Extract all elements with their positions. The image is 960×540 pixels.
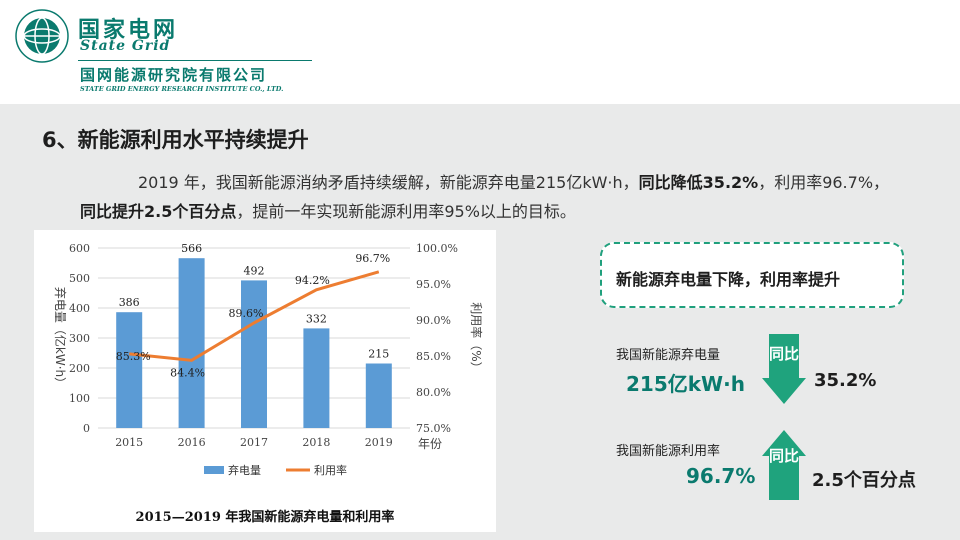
para-text-1: 2019 年，我国新能源消纳矛盾持续缓解，新能源弃电量215亿kW·h， xyxy=(138,173,639,192)
utilization-change: 2.5个百分点 xyxy=(812,470,916,491)
utilization-line xyxy=(129,270,380,362)
y-left-tick-label: 500 xyxy=(69,272,90,285)
y-right-tick-label: 95.0% xyxy=(416,278,451,291)
x-tick-label: 2016 xyxy=(178,436,206,449)
line-value-label: 84.4% xyxy=(170,366,205,379)
yoy-label-down: 同比 xyxy=(768,345,799,363)
header-divider xyxy=(78,60,312,61)
para-bold-1: 同比降低35.2% xyxy=(638,173,759,192)
bar-2019 xyxy=(365,363,392,428)
y-left-tick-label: 200 xyxy=(69,362,90,375)
y-left-tick-label: 100 xyxy=(69,392,90,405)
header: 国家电网 State Grid 国网能源研究院有限公司 STATE GRID E… xyxy=(0,0,960,104)
line-value-label: 94.2% xyxy=(295,274,330,287)
brand-name-cn: 国家电网 xyxy=(78,18,179,43)
utilization-value: 96.7% xyxy=(686,464,756,488)
bar-2018 xyxy=(303,328,330,428)
brand-name-en: State Grid xyxy=(80,38,171,54)
bar-2017 xyxy=(241,280,267,428)
bar-value-label: 386 xyxy=(119,296,140,309)
y-right-axis-title: 利用率（%） xyxy=(469,302,484,373)
line-value-label: 89.6% xyxy=(229,307,264,320)
legend-label-line: 利用率 xyxy=(314,463,347,477)
x-tick-label: 2017 xyxy=(240,436,268,449)
y-left-tick-label: 400 xyxy=(69,302,90,315)
callout-box: 新能源弃电量下降，利用率提升 xyxy=(600,242,904,308)
bar-value-label: 566 xyxy=(181,242,202,255)
y-right-tick-label: 90.0% xyxy=(416,314,451,327)
bar-value-label: 492 xyxy=(244,264,265,277)
utilization-label: 我国新能源利用率 xyxy=(616,444,721,459)
yoy-label-up: 同比 xyxy=(768,447,799,465)
y-left-axis-title: 弃电量（亿kW·h） xyxy=(53,287,68,389)
arrow-up-icon xyxy=(762,430,806,500)
y-left-tick-label: 0 xyxy=(83,422,90,435)
bar-2015 xyxy=(116,312,143,428)
y-right-tick-label: 85.0% xyxy=(416,350,451,363)
chart-caption: 2015—2019 年我国新能源弃电量和利用率 xyxy=(135,510,395,525)
y-left-tick-label: 300 xyxy=(69,332,90,345)
curtailment-value: 215亿kW·h xyxy=(626,372,745,396)
bar-2016 xyxy=(178,258,205,428)
para-bold-2: 同比提升2.5个百分点 xyxy=(80,202,237,221)
institute-name-cn: 国网能源研究院有限公司 xyxy=(80,66,268,84)
bar-value-label: 215 xyxy=(368,348,389,361)
legend-label-bar: 弃电量 xyxy=(228,463,261,477)
state-grid-logo-icon xyxy=(15,9,69,63)
y-left-tick-label: 600 xyxy=(69,242,90,255)
y-right-tick-label: 75.0% xyxy=(416,422,451,435)
x-tick-label: 2015 xyxy=(115,436,143,449)
chart-panel: 0 100 200 300 400 500 600 75.0% 80.0% 85.0% 90.0% 9… xyxy=(34,230,496,532)
summary-paragraph: 2019 年，我国新能源消纳矛盾持续缓解，新能源弃电量215亿kW·h，同比降低… xyxy=(80,168,900,226)
curtailment-label: 我国新能源弃电量 xyxy=(616,348,721,363)
x-axis-title: 年份 xyxy=(418,437,442,451)
arrow-down-icon xyxy=(762,334,806,404)
para-text-2: ，利用率96.7%， xyxy=(758,173,890,192)
legend-swatch-bar xyxy=(204,466,224,474)
para-text-3: ，提前一年实现新能源利用率95%以上的目标。 xyxy=(236,202,576,221)
y-right-tick-label: 100.0% xyxy=(416,242,458,255)
institute-name-en: STATE GRID ENERGY RESEARCH INSTITUTE CO.… xyxy=(80,85,284,93)
bar-value-label: 332 xyxy=(306,312,327,325)
slide-title: 6、新能源利用水平持续提升 xyxy=(42,128,309,152)
line-value-label: 96.7% xyxy=(355,252,390,265)
x-tick-label: 2019 xyxy=(365,436,393,449)
curtailment-change: 35.2% xyxy=(814,370,877,391)
line-value-label: 85.3% xyxy=(116,350,151,363)
x-tick-label: 2018 xyxy=(302,436,330,449)
callout-title: 新能源弃电量下降，利用率提升 xyxy=(616,270,841,289)
curtailment-utilization-chart: 0 100 200 300 400 500 600 75.0% 80.0% 85.0% 90.0% 9… xyxy=(53,242,484,477)
y-right-tick-label: 80.0% xyxy=(416,386,451,399)
